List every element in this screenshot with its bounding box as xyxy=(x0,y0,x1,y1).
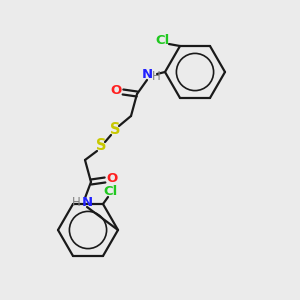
Text: H: H xyxy=(72,196,80,208)
Text: Cl: Cl xyxy=(155,34,169,46)
Text: S: S xyxy=(96,139,106,154)
Text: O: O xyxy=(106,172,118,185)
Text: Cl: Cl xyxy=(104,184,118,197)
Text: S: S xyxy=(110,122,120,137)
Text: H: H xyxy=(152,70,160,83)
Text: N: N xyxy=(81,196,93,208)
Text: N: N xyxy=(141,68,153,80)
Text: O: O xyxy=(110,85,122,98)
